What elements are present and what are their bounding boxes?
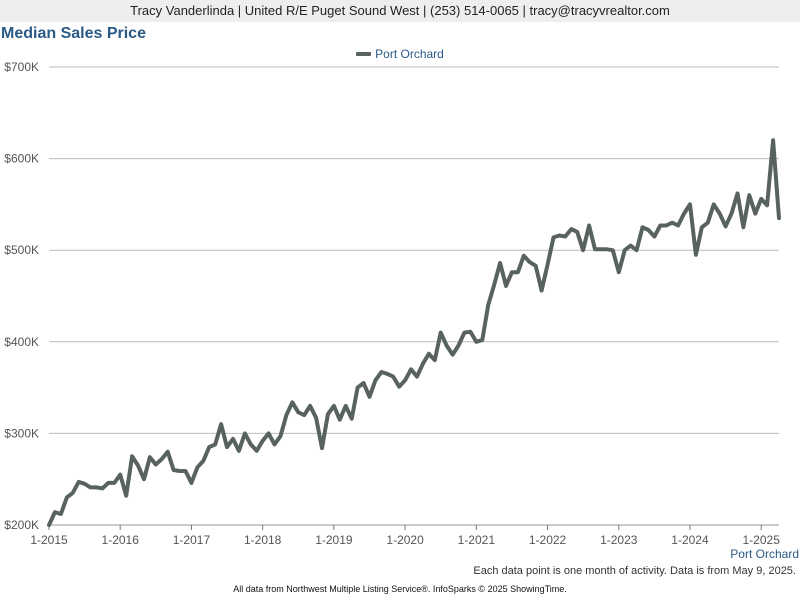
x-tick-label: 1-2023 — [600, 533, 638, 547]
x-tick-label: 1-2020 — [386, 533, 424, 547]
x-tick-label: 1-2015 — [30, 533, 68, 547]
legend-label: Port Orchard — [375, 46, 444, 61]
x-axis-series-label: Port Orchard — [730, 547, 799, 561]
chart-title: Median Sales Price — [1, 25, 146, 42]
series-line-port-orchard[interactable] — [47, 138, 781, 527]
y-tick-label: $600K — [4, 152, 39, 166]
y-tick-label: $500K — [4, 243, 39, 257]
x-tick-label: 1-2018 — [244, 533, 282, 547]
y-tick-label: $400K — [4, 335, 39, 349]
footer-credit: All data from Northwest Multiple Listing… — [233, 584, 567, 594]
legend-swatch — [356, 51, 372, 56]
data-note: Each data point is one month of activity… — [473, 565, 796, 577]
x-tick-label: 1-2021 — [458, 533, 496, 547]
x-tick-label: 1-2025 — [743, 533, 781, 547]
x-tick-label: 1-2016 — [102, 533, 140, 547]
chart-legend[interactable]: Port Orchard — [0, 46, 800, 61]
agent-header: Tracy Vanderlinda | United R/E Puget Sou… — [0, 0, 800, 22]
x-tick-label: 1-2022 — [529, 533, 567, 547]
y-tick-label: $200K — [4, 518, 39, 532]
x-tick-label: 1-2017 — [173, 533, 211, 547]
x-tick-label: 1-2019 — [315, 533, 353, 547]
y-tick-label: $300K — [4, 426, 39, 440]
x-tick-label: 1-2024 — [671, 533, 709, 547]
y-tick-label: $700K — [4, 60, 39, 74]
agent-info-text: Tracy Vanderlinda | United R/E Puget Sou… — [130, 3, 670, 18]
